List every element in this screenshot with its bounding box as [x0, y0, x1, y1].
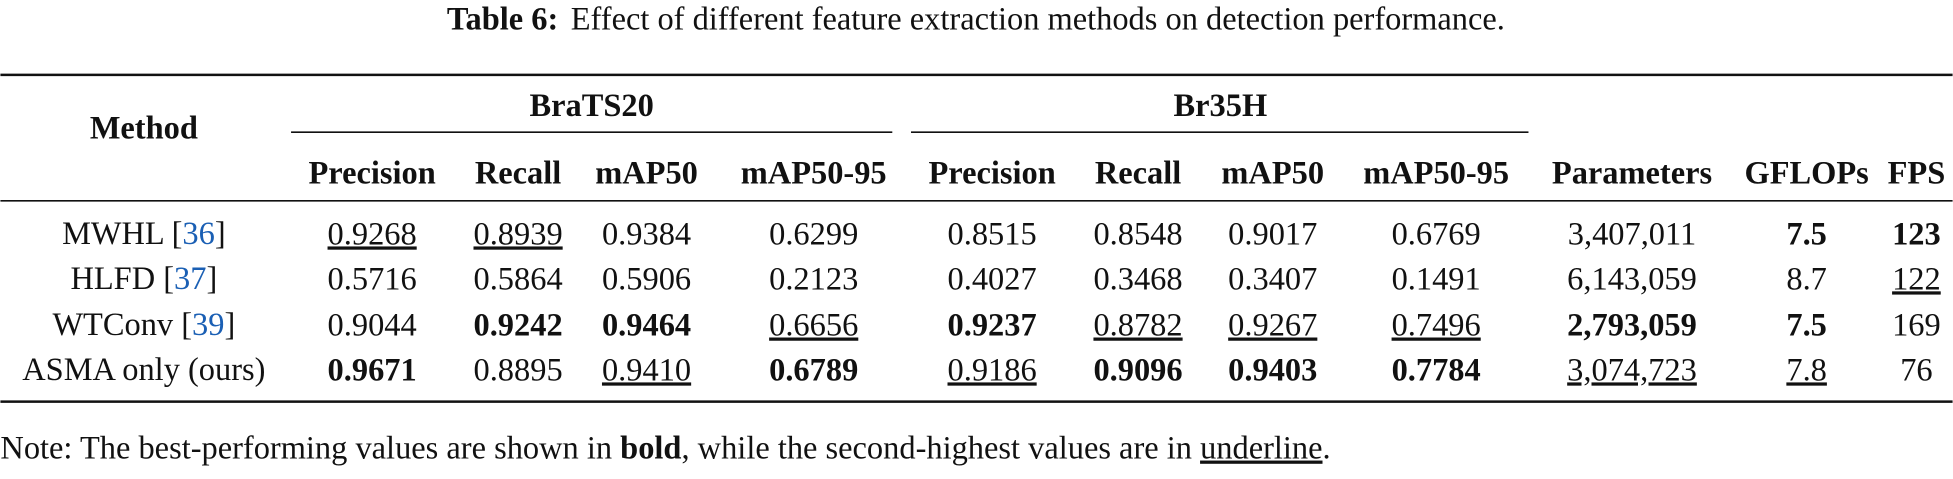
note: Note: The best-performing values are sho… [0, 431, 1330, 467]
cell: 0.9044 [328, 308, 417, 344]
method-name: ] [224, 308, 235, 344]
column-header: Precision [309, 155, 436, 191]
cell: 169 [1892, 308, 1941, 344]
cell: 0.5906 [602, 261, 691, 297]
cell: 0.5716 [328, 261, 417, 297]
cell: 0.8515 [948, 216, 1037, 252]
cell: 7.5 [1786, 308, 1827, 344]
cell: 3,074,723 [1567, 352, 1697, 388]
caption-text: Effect of different feature extraction m… [571, 2, 1505, 38]
cell: 76 [1900, 352, 1932, 388]
cell: 0.9017 [1228, 216, 1317, 252]
column-header: FPS [1888, 155, 1946, 191]
cell: 0.8548 [1093, 216, 1182, 252]
cell: 6,143,059 [1567, 261, 1697, 297]
method-name: ASMA only (ours) [22, 352, 265, 388]
cell: 0.9267 [1228, 308, 1317, 344]
method-header: Method [90, 110, 198, 146]
cell: 0.7784 [1392, 352, 1481, 388]
column-header: mAP50 [1221, 155, 1324, 191]
cell: 3,407,011 [1568, 216, 1696, 252]
cell: 0.8895 [473, 352, 562, 388]
method-name: WTConv [ [52, 308, 192, 344]
cell: 0.9384 [602, 216, 691, 252]
cell: 0.5864 [473, 261, 562, 297]
caption: Table 6: Effect of different feature extr… [447, 2, 1505, 38]
note-part: underline [1200, 431, 1322, 467]
column-header: Recall [1095, 155, 1181, 191]
group-header: Br35H [1174, 88, 1268, 124]
cell: 0.6769 [1392, 216, 1481, 252]
method-name: HLFD [ [70, 261, 174, 297]
cell: 0.6656 [769, 308, 858, 344]
cell: 0.4027 [948, 261, 1037, 297]
note-part: , while the second-highest values are in [681, 431, 1200, 467]
cell: 0.8782 [1093, 308, 1182, 344]
method-cell: MWHL [36] [62, 216, 226, 252]
cell: 7.5 [1786, 216, 1827, 252]
method-cell: HLFD [37] [70, 261, 217, 297]
cell: 0.9268 [328, 216, 417, 252]
cell: 0.2123 [769, 261, 858, 297]
method-name: MWHL [ [62, 216, 182, 252]
cell: 0.3407 [1228, 261, 1317, 297]
column-header: mAP50-95 [741, 155, 887, 191]
note-part: . [1323, 431, 1331, 467]
note-part: bold [620, 431, 681, 467]
column-header: Precision [928, 155, 1055, 191]
cell: 0.3468 [1093, 261, 1182, 297]
column-header: mAP50-95 [1363, 155, 1509, 191]
cell: 0.7496 [1392, 308, 1481, 344]
cell: 0.9096 [1093, 352, 1182, 388]
caption-label: Table 6: [447, 2, 558, 38]
cell: 0.9403 [1228, 352, 1317, 388]
cell: 8.7 [1786, 261, 1827, 297]
cell: 123 [1892, 216, 1941, 252]
column-header: mAP50 [595, 155, 698, 191]
cell: 0.9410 [602, 352, 691, 388]
note-part: Note: The best-performing values are sho… [0, 431, 620, 467]
cell: 0.9186 [948, 352, 1037, 388]
cell: 122 [1892, 261, 1941, 297]
column-header: Recall [475, 155, 561, 191]
method-name: ] [215, 216, 226, 252]
group-header: BraTS20 [530, 88, 654, 124]
cell: 0.9242 [473, 308, 562, 344]
citation: 36 [182, 216, 214, 252]
cell: 2,793,059 [1567, 308, 1697, 344]
cell: 0.1491 [1392, 261, 1481, 297]
cell: 7.8 [1786, 352, 1827, 388]
citation: 39 [192, 308, 224, 344]
cell: 0.6299 [769, 216, 858, 252]
citation: 37 [174, 261, 206, 297]
method-cell: WTConv [39] [52, 308, 235, 344]
cell: 0.9237 [948, 308, 1037, 344]
cell: 0.9464 [602, 308, 691, 344]
cell: 0.6789 [769, 352, 858, 388]
cell: 0.8939 [473, 216, 562, 252]
method-cell: ASMA only (ours) [22, 352, 265, 388]
column-header: GFLOPs [1744, 155, 1868, 191]
column-header: Parameters [1552, 155, 1712, 191]
cell: 0.9671 [328, 352, 417, 388]
method-name: ] [206, 261, 217, 297]
